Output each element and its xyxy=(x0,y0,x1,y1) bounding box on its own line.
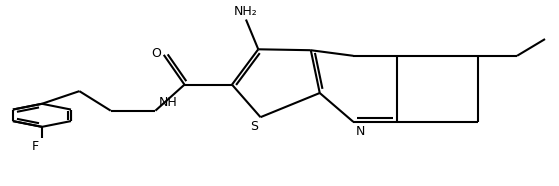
Text: F: F xyxy=(32,140,39,153)
Text: NH₂: NH₂ xyxy=(234,4,258,17)
Text: NH: NH xyxy=(158,96,177,109)
Text: O: O xyxy=(151,47,161,60)
Text: N: N xyxy=(356,125,364,138)
Text: S: S xyxy=(250,120,258,133)
